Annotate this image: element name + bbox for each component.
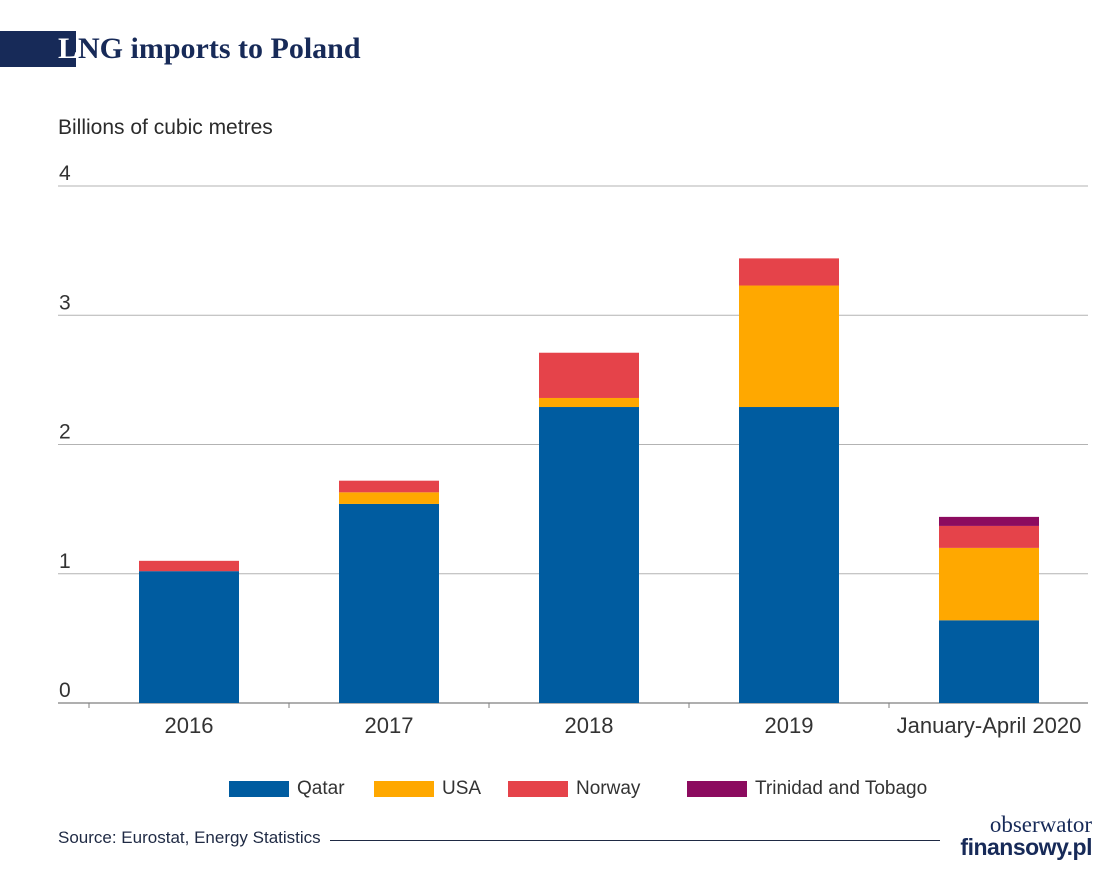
x-tick-label-4: January-April 2020 (897, 713, 1082, 738)
x-tick-label-0: 2016 (165, 713, 214, 738)
legend-item-trinidad-and-tobago: Trinidad and Tobago (687, 778, 927, 800)
bar-usa-2 (539, 397, 639, 408)
legend-item-qatar: Qatar (229, 778, 345, 800)
logo-text-bottom: finansowy.pl (960, 834, 1092, 860)
legend-item-usa: USA (374, 778, 481, 800)
legend-swatch (508, 781, 568, 797)
bar-qatar-3 (739, 407, 839, 703)
publisher-logo: obserwator finansowy.pl (952, 812, 1092, 860)
bar-usa-4 (939, 547, 1039, 621)
y-tick-label-4: 4 (59, 162, 71, 185)
bar-usa-3 (739, 285, 839, 408)
x-tick-label-3: 2019 (765, 713, 814, 738)
legend-label: Norway (576, 778, 641, 799)
source-note: Source: Eurostat, Energy Statistics (58, 828, 321, 847)
chart-title: LNG imports to Poland (58, 28, 361, 70)
legend-label: Qatar (297, 778, 345, 799)
bar-trinidad-and-tobago-4 (939, 516, 1039, 526)
title-first-letter: L (58, 32, 79, 65)
bar-qatar-4 (939, 620, 1039, 703)
x-tick-label-1: 2017 (365, 713, 414, 738)
legend-swatch (374, 781, 434, 797)
bar-norway-2 (539, 352, 639, 398)
y-tick-label-2: 2 (59, 421, 71, 444)
source-divider (330, 840, 940, 841)
chart-legend: Qatar USA Norway Trinidad and Tobago (0, 778, 1120, 802)
legend-swatch (687, 781, 747, 797)
legend-item-norway: Norway (508, 778, 640, 800)
bar-qatar-2 (539, 407, 639, 703)
stacked-bar-chart: 0 1 2 3 4 2016 2017 2018 2019 January-April 2020 (58, 162, 1088, 738)
y-tick-label-1: 1 (59, 550, 71, 573)
bar-norway-1 (339, 480, 439, 493)
legend-label: Trinidad and Tobago (755, 778, 928, 799)
y-tick-label-0: 0 (59, 679, 71, 702)
legend-swatch (229, 781, 289, 797)
bar-usa-1 (339, 492, 439, 504)
title-accent-bar (0, 31, 76, 67)
bar-qatar-0 (139, 571, 239, 703)
y-axis-unit-label: Billions of cubic metres (58, 116, 273, 139)
y-tick-label-3: 3 (59, 291, 71, 314)
bar-norway-3 (739, 258, 839, 286)
bar-norway-0 (139, 560, 239, 572)
bar-qatar-1 (339, 503, 439, 703)
title-rest: NG imports to Poland (78, 32, 361, 65)
bar-norway-4 (939, 525, 1039, 548)
logo-text-top: obserwator (989, 812, 1092, 837)
legend-label: USA (442, 778, 482, 799)
x-tick-label-2: 2018 (565, 713, 614, 738)
